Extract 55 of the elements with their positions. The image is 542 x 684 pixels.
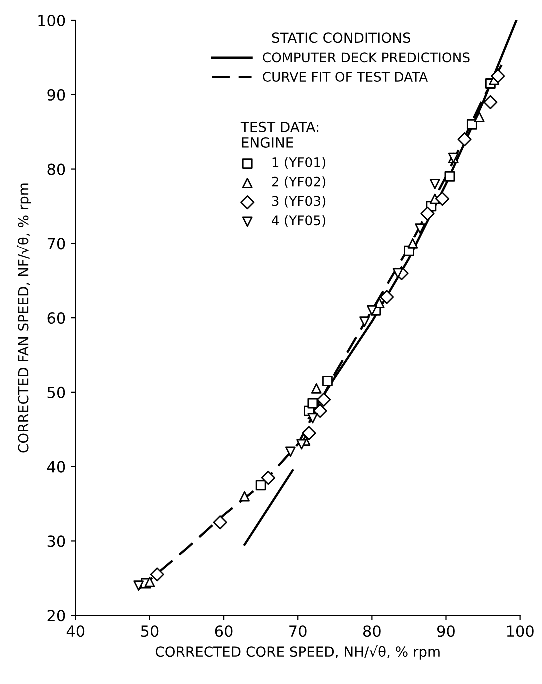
- point: [430, 178, 440, 190]
- y-tick-label: 30: [48, 536, 66, 548]
- point: [256, 480, 266, 491]
- y-tick-label: 50: [48, 386, 66, 398]
- point: [302, 426, 316, 440]
- annotation: TEST DATA: ENGINE: [240, 122, 319, 148]
- y-tick-label: 20: [48, 610, 66, 622]
- point: [316, 392, 332, 407]
- y-tick-label: 100: [38, 14, 66, 27]
- point: [308, 413, 318, 424]
- y-tick-label: 80: [48, 164, 66, 176]
- point: [458, 132, 472, 147]
- legend-label: 2 (YF02): [272, 176, 326, 188]
- point: [213, 516, 228, 530]
- x-tick-label: 40: [66, 626, 85, 638]
- x-tick-label: 50: [141, 626, 159, 638]
- legend-label: COMPUTER DECK PREDICTIONS: [263, 52, 470, 63]
- x-tick-label: 80: [363, 626, 381, 638]
- legend-label: CURVE FIT OF TEST DATA: [263, 72, 428, 82]
- point: [491, 69, 506, 84]
- point: [240, 491, 250, 502]
- x-tick-label: 90: [437, 626, 455, 638]
- legend-label: 3 (YF03): [272, 196, 326, 208]
- x-tick-label: 60: [215, 626, 233, 638]
- point: [296, 439, 307, 450]
- point: [415, 224, 426, 234]
- point: [286, 446, 296, 458]
- point: [466, 119, 478, 130]
- y-tick-label: 90: [48, 89, 66, 101]
- point: [313, 404, 328, 418]
- x-axis-title: CORRECTED CORE SPEED, NH/√θ, % rpm: [156, 646, 440, 660]
- x-tick-label: 70: [290, 626, 307, 638]
- y-tick-label: 60: [48, 312, 66, 324]
- point: [408, 238, 418, 249]
- point: [444, 172, 456, 182]
- point: [261, 470, 276, 486]
- legend-title: STATIC CONDITIONS: [272, 32, 411, 44]
- point: [322, 376, 333, 386]
- point: [311, 384, 322, 394]
- point: [484, 95, 498, 110]
- point: [308, 398, 318, 409]
- point: [366, 305, 378, 316]
- y-axis-title: CORRECTED FAN SPEED, NF/√θ, % rpm: [17, 184, 32, 453]
- point: [134, 580, 144, 592]
- point: [380, 290, 394, 304]
- point: [360, 316, 370, 327]
- point: [420, 206, 435, 221]
- point: [435, 192, 450, 206]
- y-tick-label: 70: [48, 238, 66, 250]
- point: [150, 568, 164, 582]
- legend-label: 1 (YF01): [272, 157, 326, 170]
- legend-label: 4 (YF05): [272, 215, 326, 228]
- y-tick-label: 40: [47, 461, 66, 473]
- x-tick-label: 100: [507, 626, 534, 638]
- point: [144, 576, 156, 588]
